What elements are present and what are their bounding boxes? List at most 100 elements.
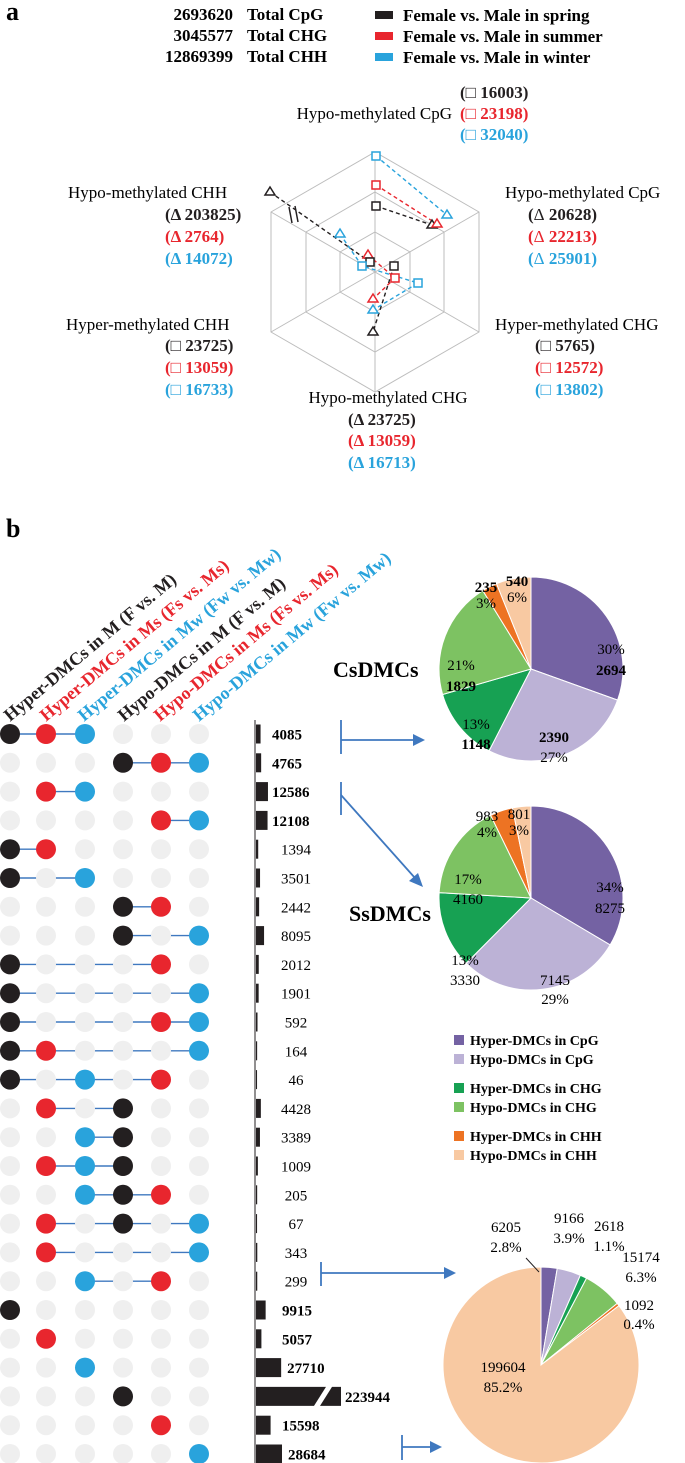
set-dot-empty — [189, 1098, 209, 1119]
legend-swatch-hyper-chh — [454, 1131, 464, 1141]
set-dot-active — [113, 1127, 133, 1148]
set-dot-empty — [189, 1271, 209, 1292]
total-hypo-chh-count: 199604 — [481, 1360, 527, 1376]
total-hyper-chh-count: 1092 — [624, 1298, 654, 1314]
count-bar — [256, 1012, 258, 1032]
cs-hypo-cpg-pct: 27% — [540, 750, 568, 766]
total-hypo-chg-pct: 6.3% — [625, 1270, 656, 1286]
set-dot-empty — [0, 896, 20, 917]
set-dot-active — [113, 925, 133, 946]
totals-block: 2693620 Total CpG 3045577 Total CHG 1286… — [165, 5, 327, 66]
ss-hyper-chh-pct: 4% — [477, 825, 497, 841]
set-dot-empty — [151, 1357, 171, 1378]
marker-spring-chh-sq — [365, 257, 375, 267]
count-label: 4765 — [272, 756, 302, 772]
set-dot-empty — [0, 1098, 20, 1119]
count-bar — [256, 983, 259, 1003]
axis-bottom-title: Hypo-methylated CHG — [308, 388, 467, 407]
count-label: 28684 — [288, 1448, 326, 1463]
axis-lr-marker-2: □ — [541, 358, 551, 377]
set-dot-empty — [189, 1328, 209, 1349]
count-label: 12108 — [272, 814, 310, 830]
axis-ll-values-summer: (□ 13059) — [165, 358, 233, 377]
set-dot-empty — [113, 954, 133, 975]
set-dot-empty — [189, 1069, 209, 1090]
set-dot-active — [36, 1040, 56, 1061]
legend-label-hypo-chg: Hypo-DMCs in CHG — [470, 1101, 597, 1116]
axis-ul-value-spring: 203825 — [185, 205, 236, 224]
radar-axis-label-bottom: Hypo-methylated CHG (Δ 23725) (Δ 13059) … — [308, 388, 467, 472]
set-dot-empty — [113, 1040, 133, 1061]
count-bar — [256, 868, 261, 888]
set-dot-empty — [189, 1184, 209, 1205]
pie-slice-hyper-chg — [438, 892, 533, 964]
set-dot-empty — [151, 1156, 171, 1176]
set-dot-active — [36, 1242, 56, 1263]
legend-label-hypo-chh: Hypo-DMCs in CHH — [470, 1149, 597, 1164]
set-dot-empty — [151, 868, 171, 888]
set-dot-active — [151, 1415, 171, 1436]
set-dot-empty — [113, 1357, 133, 1378]
set-dot-empty — [113, 983, 133, 1004]
set-dot-empty — [36, 1357, 56, 1378]
axis-bottom-value-winter: 16713 — [368, 453, 411, 472]
total-cpg-label: Total CpG — [247, 5, 323, 24]
marker-winter-cpg-tri — [440, 208, 454, 219]
set-dot-active — [36, 1328, 56, 1349]
count-bar — [256, 954, 259, 974]
set-dot-empty — [36, 1386, 56, 1407]
set-dot-empty — [75, 1386, 95, 1407]
radar-line-spring-a — [375, 205, 433, 226]
axis-top-values-spring: (□ 16003) — [460, 83, 528, 102]
axis-ll-marker-1: □ — [171, 336, 181, 355]
total-chg-label: Total CHG — [247, 26, 327, 45]
total-hypo-chh-pct: 85.2% — [484, 1380, 523, 1396]
count-label: 4428 — [281, 1102, 311, 1118]
panel-a-label: a — [6, 0, 19, 26]
set-dot-empty — [75, 1040, 95, 1061]
ss-hyper-chg-count: 3330 — [450, 973, 480, 989]
set-dot-empty — [36, 954, 56, 975]
set-dot-active — [36, 1213, 56, 1234]
set-dot-active — [0, 1012, 20, 1032]
set-dot-empty — [113, 1300, 133, 1320]
axis-ul-values-spring: (Δ 203825) — [165, 205, 241, 224]
set-dot-empty — [0, 925, 20, 946]
ss-hyper-chg-pct: 13% — [451, 953, 479, 969]
pie-total — [442, 1266, 640, 1463]
axis-bottom-values-summer: (Δ 13059) — [348, 431, 416, 450]
marker-winter-hypo-cpg — [371, 151, 381, 161]
set-dot-active — [0, 1300, 20, 1320]
set-dot-active — [151, 954, 171, 975]
set-dot-empty — [113, 839, 133, 860]
set-dot-empty — [0, 752, 20, 773]
count-label: 2012 — [281, 958, 311, 974]
radar-axis-label-upper-left: Hypo-methylated CHH (Δ 203825) (Δ 2764) … — [68, 183, 241, 268]
total-hyper-chh-pct: 0.4% — [623, 1317, 654, 1333]
bracket-4-arrow-head — [430, 1441, 442, 1453]
radar-line-spring-b — [269, 191, 371, 263]
cs-hyper-chg-count: 1148 — [461, 737, 490, 753]
axis-ll-value-summer: 13059 — [185, 358, 228, 377]
count-bar — [256, 926, 265, 946]
set-dot-active — [113, 1386, 133, 1407]
set-dot-active — [189, 1213, 209, 1234]
legend-swatch-hypo-chg — [454, 1102, 464, 1112]
set-dot-active — [113, 1098, 133, 1119]
bracket-1-arrow-head — [413, 734, 425, 746]
set-dot-empty — [151, 983, 171, 1004]
set-dot-active — [75, 868, 95, 888]
set-dot-empty — [0, 1184, 20, 1205]
count-bar — [256, 1070, 258, 1090]
count-label: 1394 — [281, 843, 312, 859]
axis-ur-title: Hypo-methylated CpG — [505, 183, 660, 202]
legend-swatch-hypo-cpg — [454, 1054, 464, 1064]
set-dot-active — [113, 1184, 133, 1205]
total-hypo-cpg-count: 9166 — [554, 1211, 585, 1227]
axis-top-value-summer: 23198 — [480, 104, 523, 123]
legend-swatch-hyper-chg — [454, 1083, 464, 1093]
set-dot-empty — [113, 1444, 133, 1463]
radar-axis-label-top: (□ 16003) Hypo-methylated CpG (□ 23198) … — [297, 83, 529, 144]
radar-series-winter — [339, 155, 448, 311]
set-dot-empty — [75, 896, 95, 917]
